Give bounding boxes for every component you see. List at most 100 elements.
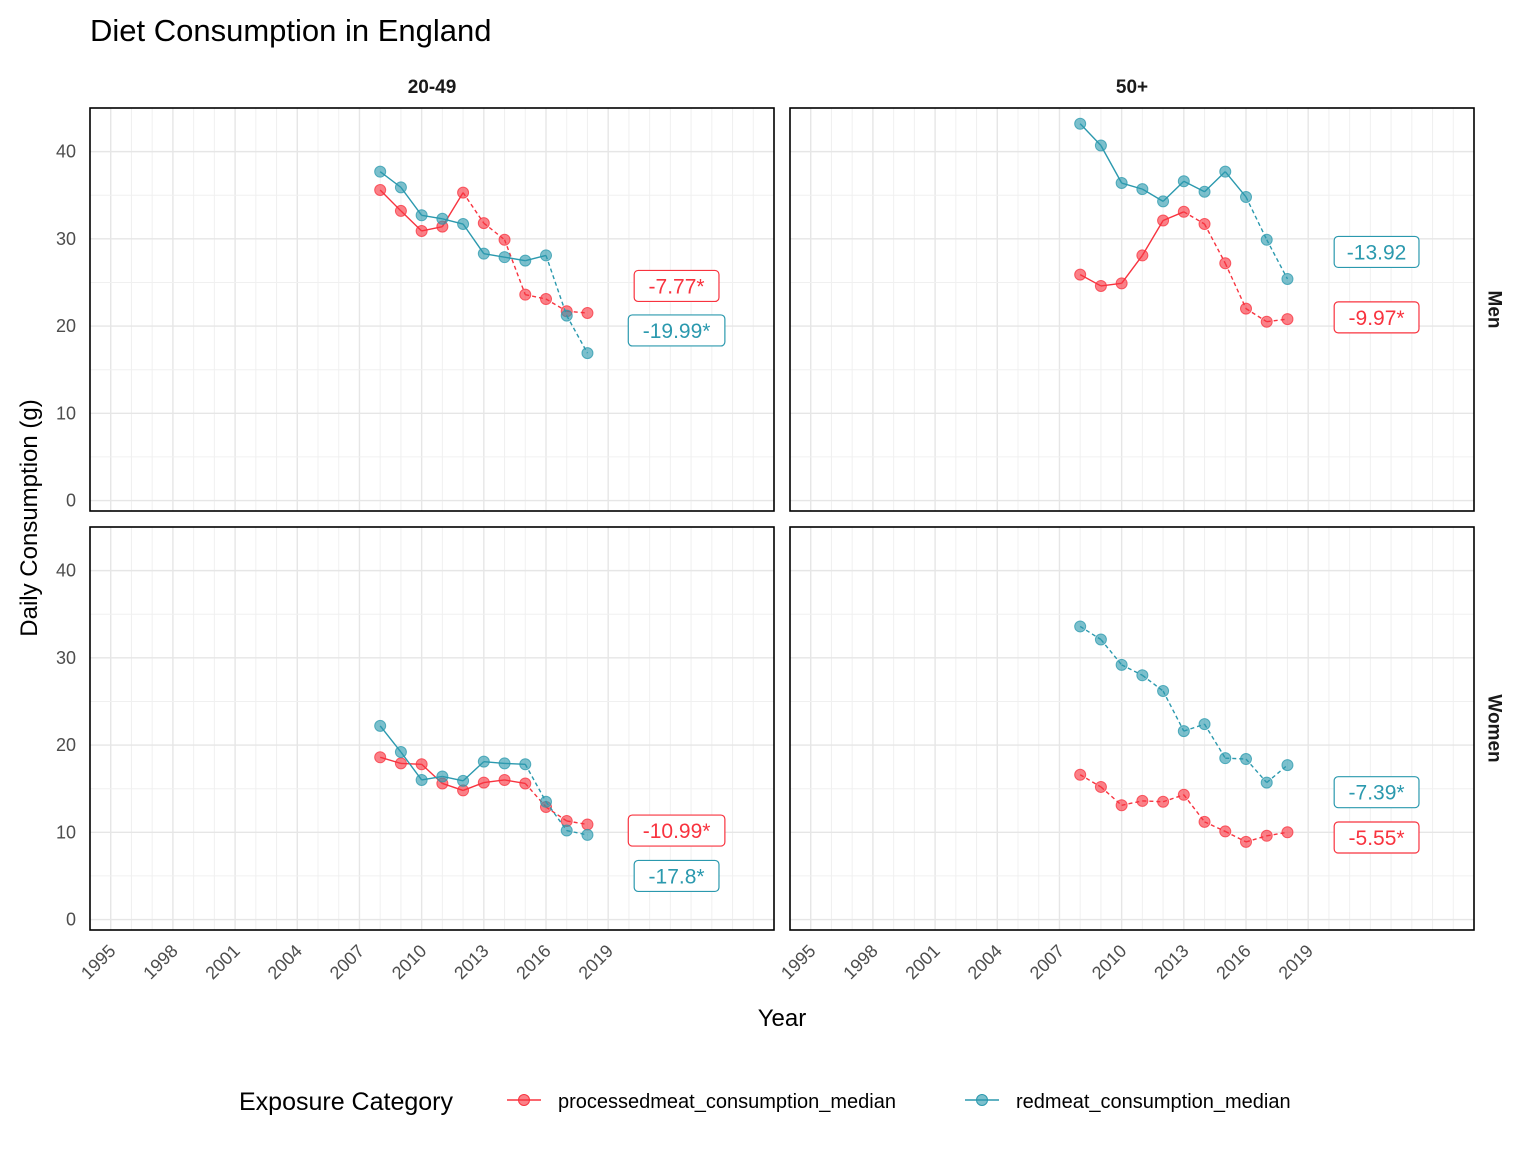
annotation-label: -9.97* <box>1349 307 1405 330</box>
series-redmeat-consumption-median <box>1074 620 1294 789</box>
series-segment <box>1203 223 1226 264</box>
facet-strip-20-49: 20-49 <box>408 77 457 98</box>
data-point <box>1115 177 1128 190</box>
y-tick-label: 10 <box>56 822 76 842</box>
x-tick-label: 2004 <box>964 941 1006 983</box>
data-point <box>1157 795 1170 808</box>
data-point <box>477 217 490 230</box>
y-tick-label: 20 <box>56 316 76 336</box>
data-point <box>1281 272 1294 285</box>
data-point <box>1260 233 1273 246</box>
legend: Exposure Category processedmeat_consumpt… <box>239 1088 1291 1116</box>
data-point <box>1115 658 1128 671</box>
series-segment <box>524 782 547 808</box>
data-point <box>415 758 428 771</box>
panel-20-49-men: 0 10 20 30 40 -7.77* -19.99* <box>56 107 775 512</box>
data-point <box>1115 277 1128 290</box>
data-point <box>1177 175 1190 188</box>
data-point <box>581 306 594 319</box>
data-point <box>1074 117 1087 130</box>
legend-entry-redmeat-consumption-median: redmeat_consumption_median <box>965 1091 1291 1113</box>
x-tick-label: 2010 <box>1088 941 1130 983</box>
data-point <box>1281 759 1294 772</box>
x-tick-label: 1998 <box>139 941 181 983</box>
data-point <box>498 233 511 246</box>
data-point <box>394 181 407 194</box>
annotation-label: -17.8* <box>649 865 705 888</box>
data-point <box>457 186 470 199</box>
data-point <box>1219 257 1232 270</box>
y-tick-label: 30 <box>56 229 76 249</box>
data-point <box>1094 279 1107 292</box>
series-redmeat-consumption-median <box>374 165 594 360</box>
panel-border <box>89 107 775 512</box>
series-redmeat-consumption-median <box>374 719 594 841</box>
series-segment <box>462 192 485 224</box>
data-point <box>519 758 532 771</box>
series-segment <box>462 223 485 255</box>
legend-label: processedmeat_consumption_median <box>558 1091 896 1113</box>
data-point <box>1240 190 1252 203</box>
annotation-label: -19.99* <box>643 320 711 343</box>
data-point <box>415 224 428 237</box>
data-point <box>498 251 511 264</box>
x-axis-title: Year <box>758 1005 807 1032</box>
x-tick-label: 2004 <box>264 941 306 983</box>
series-segment <box>1141 220 1164 256</box>
series-segment <box>1245 758 1268 784</box>
data-point <box>436 212 449 225</box>
data-point <box>477 755 490 768</box>
data-point <box>1177 788 1190 801</box>
annotation-box <box>627 314 726 347</box>
annotation-box <box>1333 235 1420 269</box>
x-tick-label: 2019 <box>575 941 617 983</box>
panel-20-49-women: 0 10 20 30 40 1995 1998 2001 2004 2007 2010 2013 201… <box>56 526 775 983</box>
data-point <box>498 757 511 770</box>
data-point <box>477 247 490 260</box>
series-segment <box>503 239 526 295</box>
series-processedmeat-consumption-median <box>1074 205 1294 328</box>
x-tick-label: 2013 <box>450 941 492 983</box>
data-point <box>519 254 532 267</box>
y-tick-label: 20 <box>56 735 76 755</box>
x-tick-label: 1995 <box>777 941 819 983</box>
legend-key-point <box>976 1094 988 1106</box>
x-tick-label: 2013 <box>1150 941 1192 983</box>
y-axis-title: Daily Consumption (g) <box>16 399 43 636</box>
data-point <box>1177 725 1190 738</box>
x-tick-label: 2001 <box>201 941 243 983</box>
x-tick-label: 2007 <box>1026 941 1068 983</box>
y-tick-label: 30 <box>56 648 76 668</box>
data-point <box>374 165 387 178</box>
data-point <box>436 770 449 783</box>
annotation-label: -10.99* <box>643 820 711 843</box>
data-point <box>1157 684 1170 697</box>
data-point <box>1074 620 1087 633</box>
annotation-label: -7.77* <box>649 275 705 298</box>
data-point <box>1177 205 1190 218</box>
data-point <box>1094 139 1107 152</box>
data-point <box>560 824 573 837</box>
chart-title: Diet Consumption in England <box>90 13 492 48</box>
data-point <box>1219 825 1232 838</box>
series-segment <box>1100 639 1123 666</box>
x-tick-label: 2007 <box>326 941 368 983</box>
data-point <box>1094 633 1107 646</box>
chart-panels: 20-49 50+ Men Women 0 10 20 30 40 -7.77* -19.99* -1… <box>56 77 1505 983</box>
annotation-box <box>627 814 726 847</box>
data-point <box>1115 799 1128 812</box>
legend-label: redmeat_consumption_median <box>1016 1091 1291 1113</box>
legend-key-point <box>518 1094 530 1106</box>
legend-title: Exposure Category <box>239 1088 454 1116</box>
series-segment <box>524 763 547 803</box>
y-tick-label: 0 <box>66 910 76 930</box>
panel-border <box>89 526 775 931</box>
series-segment <box>1266 239 1289 280</box>
series-segment <box>1162 690 1185 732</box>
annotation-box <box>1333 776 1420 809</box>
data-point <box>457 774 470 787</box>
data-point <box>1136 669 1149 682</box>
data-point <box>1074 768 1087 781</box>
data-point <box>1136 249 1149 262</box>
